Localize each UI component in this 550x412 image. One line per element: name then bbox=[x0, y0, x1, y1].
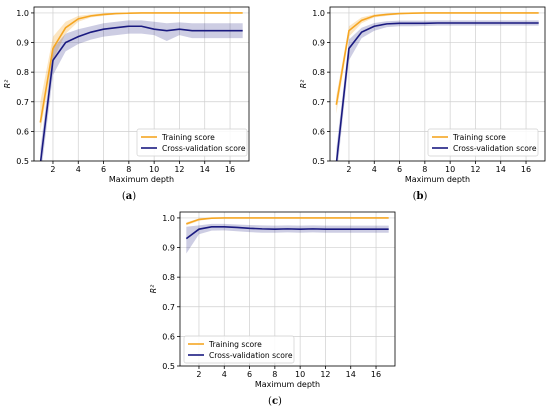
y-axis-label: R² bbox=[299, 79, 308, 89]
y-tick-label: 0.9 bbox=[16, 39, 29, 48]
legend: Training score Cross-validation score bbox=[427, 128, 539, 157]
legend: Training score Cross-validation score bbox=[136, 128, 248, 157]
legend-box bbox=[427, 128, 539, 157]
legend: Training score Cross-validation score bbox=[183, 335, 295, 364]
y-tick-label: 0.9 bbox=[162, 244, 175, 253]
chart-panel-c: 2 4 6 8 10 12 14 16 0.5 0.6 0.7 0.8 0.9 1.0 Maximum de… bbox=[149, 211, 396, 389]
y-tick-label: 0.5 bbox=[16, 157, 29, 166]
x-tick-label: 4 bbox=[222, 370, 227, 379]
legend-box bbox=[183, 335, 295, 364]
x-tick-label: 4 bbox=[76, 165, 81, 174]
x-tick-label: 14 bbox=[200, 165, 210, 174]
legend-label-0: Training score bbox=[452, 133, 506, 142]
x-tick-label: 6 bbox=[247, 370, 252, 379]
x-tick-label: 14 bbox=[496, 165, 506, 174]
x-tick-label: 16 bbox=[225, 165, 235, 174]
x-tick-label: 6 bbox=[101, 165, 106, 174]
x-tick-label: 8 bbox=[272, 370, 277, 379]
x-tick-label: 12 bbox=[174, 165, 184, 174]
x-tick-label: 2 bbox=[196, 370, 201, 379]
x-tick-label: 10 bbox=[149, 165, 159, 174]
legend-label-0: Training score bbox=[161, 133, 215, 142]
caption-b: (b) bbox=[412, 191, 428, 202]
series-line-0 bbox=[186, 217, 389, 225]
x-tick-label: 2 bbox=[346, 165, 351, 174]
legend-box bbox=[136, 128, 248, 157]
x-axis-label: Maximum depth bbox=[109, 175, 174, 184]
x-tick-label: 10 bbox=[295, 370, 305, 379]
plot-frame bbox=[33, 6, 250, 162]
y-tick-label: 0.7 bbox=[16, 98, 29, 107]
y-axis-label: R² bbox=[149, 284, 158, 294]
y-tick-label: 0.9 bbox=[312, 39, 325, 48]
x-tick-label: 16 bbox=[371, 370, 381, 379]
y-tick-label: 1.0 bbox=[162, 214, 175, 223]
x-tick-label: 12 bbox=[320, 370, 330, 379]
x-tick-label: 10 bbox=[445, 165, 455, 174]
x-tick-label: 2 bbox=[50, 165, 55, 174]
y-tick-label: 0.6 bbox=[16, 127, 29, 136]
x-tick-label: 6 bbox=[397, 165, 402, 174]
y-tick-label: 0.8 bbox=[162, 273, 175, 282]
caption-a: (a) bbox=[121, 191, 137, 202]
plot-frame bbox=[329, 6, 546, 162]
series-band-1 bbox=[186, 223, 389, 254]
chart-panel-b: 2 4 6 8 10 12 14 16 0.5 0.6 0.7 0.8 0.9 1.0 Maximum de… bbox=[299, 6, 546, 184]
x-tick-label: 8 bbox=[422, 165, 427, 174]
legend-label-1: Cross-validation score bbox=[453, 144, 537, 153]
series-band-1 bbox=[336, 20, 539, 161]
y-axis-label: R² bbox=[3, 79, 12, 89]
x-tick-label: 8 bbox=[126, 165, 131, 174]
y-tick-label: 0.5 bbox=[312, 157, 325, 166]
y-tick-label: 0.6 bbox=[162, 332, 175, 341]
x-tick-label: 14 bbox=[346, 370, 356, 379]
caption-c: (c) bbox=[268, 396, 282, 407]
x-tick-label: 16 bbox=[521, 165, 531, 174]
y-tick-label: 1.0 bbox=[16, 9, 29, 18]
series-band-1 bbox=[40, 20, 243, 161]
y-tick-label: 0.7 bbox=[312, 98, 325, 107]
y-tick-label: 0.8 bbox=[312, 68, 325, 77]
plot-frame bbox=[179, 211, 396, 367]
y-tick-label: 0.5 bbox=[162, 362, 175, 371]
x-tick-label: 4 bbox=[372, 165, 377, 174]
y-tick-label: 0.6 bbox=[312, 127, 325, 136]
legend-label-0: Training score bbox=[208, 340, 262, 349]
y-tick-label: 0.7 bbox=[162, 303, 175, 312]
x-axis-label: Maximum depth bbox=[255, 380, 320, 389]
x-axis-label: Maximum depth bbox=[405, 175, 470, 184]
legend-label-1: Cross-validation score bbox=[209, 351, 293, 360]
x-tick-label: 12 bbox=[470, 165, 480, 174]
chart-panel-a: 2 4 6 8 10 12 14 16 0.5 0.6 0.7 0.8 0.9 1.0 Maximum de… bbox=[3, 6, 250, 184]
series-band-0 bbox=[336, 12, 539, 114]
y-tick-label: 0.8 bbox=[16, 68, 29, 77]
y-tick-label: 1.0 bbox=[312, 9, 325, 18]
legend-label-1: Cross-validation score bbox=[162, 144, 246, 153]
